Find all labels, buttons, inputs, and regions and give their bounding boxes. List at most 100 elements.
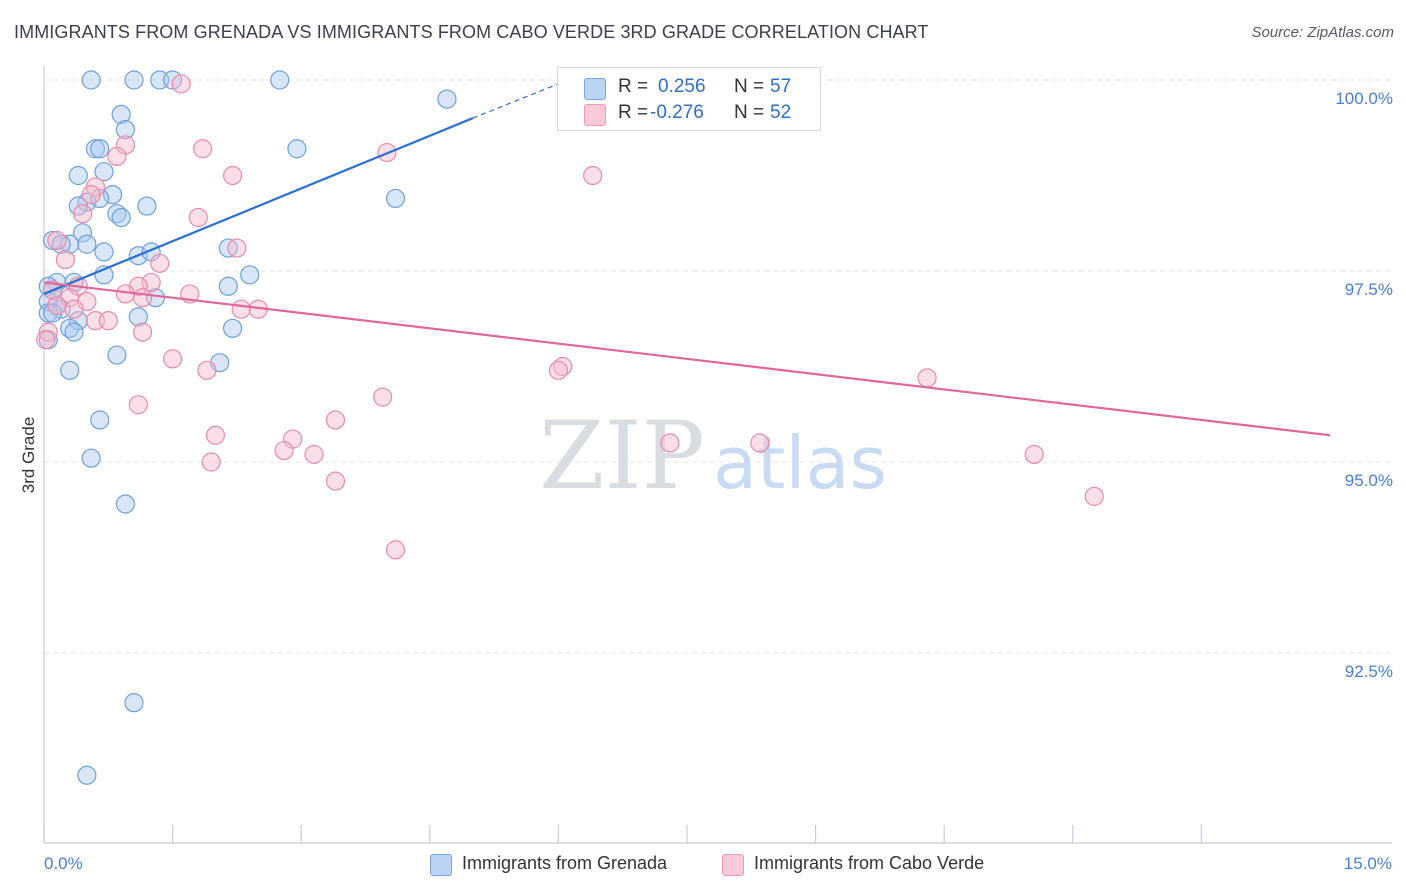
caboverde-point: [55, 249, 76, 270]
grenada-point: [77, 765, 97, 785]
legend-n-label: N =: [734, 76, 765, 97]
caboverde-point: [38, 322, 58, 342]
bottom-legend-swatch-pink: [722, 854, 744, 876]
caboverde-point: [201, 452, 221, 472]
grenada-point: [102, 185, 123, 205]
legend-n-label: N =: [734, 102, 765, 123]
caboverde-point: [205, 425, 226, 445]
legend-n-value: 57: [770, 76, 792, 97]
caboverde-point: [171, 74, 191, 94]
caboverde-point: [231, 299, 251, 319]
grenada-point: [240, 265, 260, 285]
grenada-point: [115, 494, 136, 514]
caboverde-point: [197, 360, 217, 380]
chart-title: IMMIGRANTS FROM GRENADA VS IMMIGRANTS FR…: [14, 22, 929, 42]
legend-swatch-blue: [584, 78, 606, 100]
legend-r-value: 0.256: [658, 76, 706, 97]
legend-swatch-pink: [584, 104, 606, 126]
bottom-legend-label: Immigrants from Cabo Verde: [754, 853, 985, 873]
caboverde-point: [81, 185, 101, 205]
grenada-point: [270, 70, 290, 90]
grenada-point: [385, 188, 406, 209]
caboverde-point: [1024, 444, 1044, 464]
grenada-point: [124, 693, 144, 713]
caboverde-point: [47, 230, 67, 251]
grenada-point: [81, 448, 101, 468]
grenada-point: [124, 70, 144, 90]
caboverde-point: [304, 444, 324, 464]
legend-row-caboverde: R = -0.276 N = 52: [558, 101, 820, 127]
y-tick-label: 92.5%: [1345, 662, 1393, 681]
grenada-point: [60, 360, 80, 380]
grenada-point: [111, 104, 131, 124]
grenada-point: [68, 165, 88, 186]
caboverde-point: [325, 471, 346, 491]
grenada-point: [137, 196, 157, 216]
caboverde-point: [188, 207, 208, 228]
caboverde-point: [583, 165, 603, 186]
caboverde-point: [373, 387, 393, 407]
grenada-point: [223, 318, 243, 338]
correlation-legend: R = 0.256 N = 57 R = -0.276 N = 52: [557, 67, 821, 131]
x-tick-label: 0.0%: [44, 854, 83, 873]
caboverde-point: [385, 540, 406, 560]
grenada-trend-extension: [472, 83, 559, 119]
caboverde-point: [132, 288, 153, 308]
caboverde-point: [132, 322, 153, 342]
caboverde-trend-line: [43, 281, 1331, 437]
grenada-point: [90, 410, 110, 430]
y-axis-label: 3rd Grade: [19, 417, 38, 494]
watermark-zip: ZIP: [539, 402, 705, 511]
grenada-point: [81, 70, 101, 90]
grenada-point: [115, 120, 136, 140]
caboverde-point: [917, 368, 937, 388]
axis-layer: 92.5% 95.0% 97.5% 100.0% 0.0% 15.0%: [43, 66, 1393, 873]
y-tick-label: 97.5%: [1345, 280, 1393, 299]
grenada-point: [85, 139, 106, 159]
caboverde-point: [274, 440, 294, 461]
caboverde-point: [325, 410, 346, 430]
caboverde-point: [223, 165, 243, 186]
legend-r-value: -0.276: [650, 102, 704, 123]
bottom-legend-label: Immigrants from Grenada: [462, 853, 668, 873]
caboverde-point: [98, 311, 118, 331]
grenada-point: [128, 307, 148, 327]
legend-r-label: R =: [618, 102, 649, 123]
points-layer: [36, 70, 1104, 785]
legend-row-grenada: R = 0.256 N = 57: [558, 75, 820, 101]
x-tick-label: 15.0%: [1344, 854, 1392, 873]
grenada-trend-line: [43, 117, 474, 295]
grenada-point: [111, 207, 131, 228]
grenada-point: [107, 345, 127, 365]
caboverde-point: [750, 433, 770, 453]
caboverde-point: [141, 272, 161, 293]
grenada-point: [94, 162, 114, 182]
caboverde-point: [660, 433, 680, 453]
watermark: ZIP atlas: [539, 402, 887, 511]
caboverde-point: [36, 330, 56, 350]
caboverde-point: [72, 204, 93, 224]
grenada-point: [437, 89, 457, 109]
grenada-point: [72, 223, 93, 243]
caboverde-point: [64, 299, 84, 319]
caboverde-point: [193, 139, 213, 159]
caboverde-point: [128, 395, 148, 415]
grenada-point: [287, 139, 307, 159]
caboverde-point: [548, 360, 569, 380]
source-credit: Source: ZipAtlas.com: [1251, 24, 1394, 41]
grenada-point: [94, 242, 114, 262]
grenada-point: [90, 139, 110, 159]
legend-n-value: 52: [770, 102, 792, 123]
grid-layer: [44, 79, 1392, 654]
caboverde-point: [227, 238, 247, 258]
grenada-point: [64, 322, 84, 342]
bottom-legend-swatch-blue: [430, 854, 452, 876]
grenada-point: [218, 276, 238, 296]
caboverde-point: [150, 253, 170, 273]
caboverde-point: [107, 146, 127, 166]
caboverde-point: [163, 349, 183, 369]
legend-r-label: R =: [618, 76, 649, 97]
trend-layer: [43, 83, 1331, 437]
y-tick-label: 95.0%: [1345, 471, 1393, 490]
